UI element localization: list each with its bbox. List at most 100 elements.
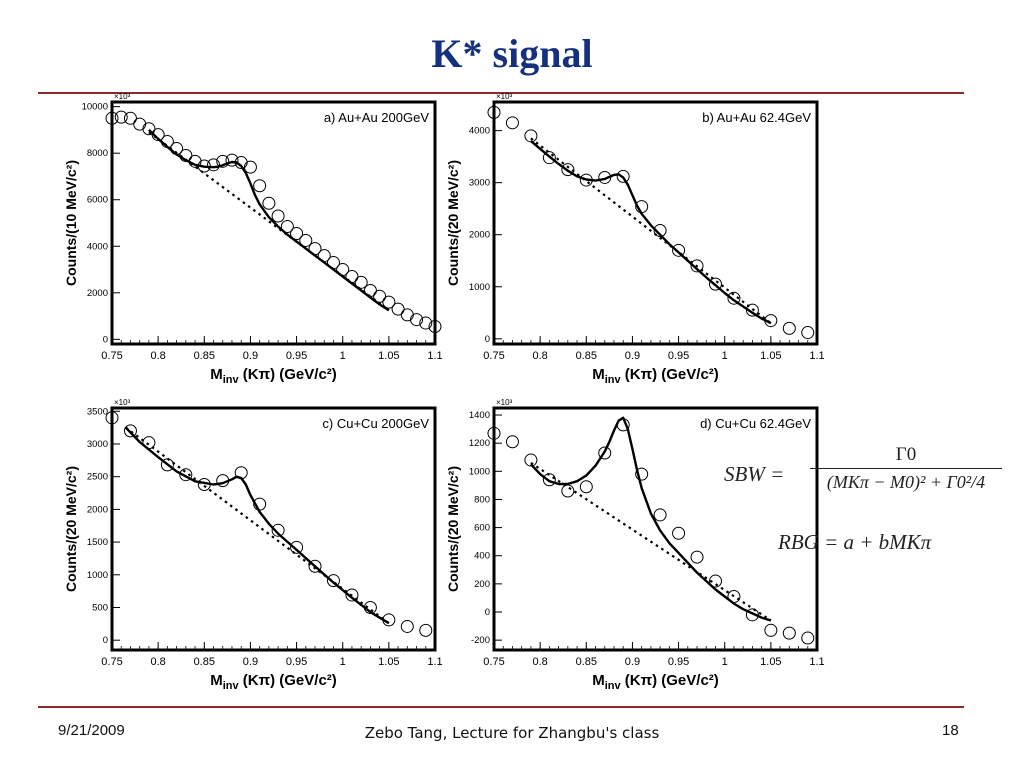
data-point bbox=[524, 129, 538, 143]
data-point bbox=[672, 243, 686, 257]
y-tick-label: -200 bbox=[471, 635, 490, 646]
data-point bbox=[782, 626, 796, 640]
panel-label: c) Cu+Cu 200GeV bbox=[322, 416, 429, 431]
data-point bbox=[133, 117, 147, 131]
data-point bbox=[598, 446, 612, 460]
y-axis-label: Counts/(20 MeV/c²) bbox=[445, 466, 461, 592]
y-tick-label: 0 bbox=[103, 635, 108, 646]
chart-panel-4: 0.75 0.8 0.85 0.9 0.95 1 1.05 1.1 -200 0 200 400 600… bbox=[445, 398, 825, 692]
sbw-fraction: Γ0 (MKπ − M0)² + Γ0²/4 bbox=[806, 444, 1006, 493]
x-tick-label: 0.75 bbox=[483, 656, 504, 668]
y-tick-label: 1200 bbox=[469, 438, 490, 449]
x-tick-label: 0.95 bbox=[286, 350, 307, 362]
data-point bbox=[616, 169, 630, 183]
data-point bbox=[290, 226, 304, 240]
y-exponent-label: ×10³ bbox=[496, 92, 513, 101]
x-tick-label: 1.1 bbox=[427, 656, 442, 668]
y-tick-label: 200 bbox=[474, 579, 490, 590]
x-tick-label: 0.85 bbox=[194, 350, 215, 362]
y-tick-label: 1400 bbox=[469, 410, 490, 421]
data-point bbox=[253, 497, 267, 511]
plot-frame bbox=[110, 406, 437, 652]
x-tick-label: 0.75 bbox=[101, 656, 122, 668]
footer-date: 9/21/2009 bbox=[58, 722, 125, 739]
data-point bbox=[635, 467, 649, 481]
y-exponent-label: ×10³ bbox=[496, 398, 513, 407]
data-point bbox=[801, 326, 815, 340]
data-point bbox=[690, 259, 704, 273]
panel-label: d) Cu+Cu 62.4GeV bbox=[700, 416, 811, 431]
data-point bbox=[197, 478, 211, 492]
data-point bbox=[197, 159, 211, 173]
data-point bbox=[123, 111, 137, 125]
data-point bbox=[308, 559, 322, 573]
x-tick-label: 1.05 bbox=[760, 350, 781, 362]
x-tick-label: 0.8 bbox=[532, 350, 547, 362]
data-point bbox=[363, 283, 377, 297]
y-tick-label: 8000 bbox=[87, 148, 108, 159]
y-tick-label: 4000 bbox=[87, 241, 108, 252]
y-tick-label: 800 bbox=[474, 494, 490, 505]
plot-frame bbox=[492, 100, 819, 346]
data-point bbox=[708, 574, 722, 588]
data-point bbox=[635, 200, 649, 214]
data-point bbox=[271, 209, 285, 223]
plot-frame bbox=[110, 100, 437, 346]
data-point bbox=[354, 275, 368, 289]
chart-panel-3: 0.75 0.8 0.85 0.9 0.95 1 1.05 1.1 0 500 1000 1500 20… bbox=[63, 398, 443, 692]
data-point bbox=[579, 480, 593, 494]
page-number: 18 bbox=[942, 722, 959, 739]
data-point bbox=[280, 219, 294, 233]
data-point bbox=[400, 619, 414, 633]
x-tick-label: 1.05 bbox=[378, 656, 399, 668]
y-tick-label: 3000 bbox=[469, 178, 490, 189]
sbw-denominator: (MKπ − M0)² + Γ0²/4 bbox=[826, 472, 986, 492]
sbw-fraction-bar bbox=[810, 468, 1002, 469]
data-point bbox=[616, 418, 630, 432]
data-point bbox=[727, 590, 741, 604]
y-axis-label: Counts/(20 MeV/c²) bbox=[445, 160, 461, 286]
y-tick-label: 3500 bbox=[87, 406, 108, 417]
y-tick-label: 500 bbox=[92, 602, 108, 613]
y-tick-label: 0 bbox=[485, 334, 490, 345]
data-point bbox=[524, 453, 538, 467]
data-point bbox=[234, 466, 248, 480]
y-tick-label: 3000 bbox=[87, 439, 108, 450]
data-point bbox=[382, 613, 396, 627]
y-tick-label: 2000 bbox=[469, 230, 490, 241]
x-axis-label: Minv (Kπ) (GeV/c²) bbox=[210, 672, 337, 692]
bottom-divider bbox=[38, 706, 964, 708]
plots-canvas: 0.75 0.8 0.85 0.9 0.95 1 1.05 1.102000400060008… bbox=[63, 92, 825, 692]
x-tick-label: 0.9 bbox=[243, 656, 258, 668]
x-tick-label: 0.95 bbox=[286, 656, 307, 668]
x-axis-label: Minv (Kπ) (GeV/c²) bbox=[592, 672, 719, 692]
y-tick-label: 1000 bbox=[469, 466, 490, 477]
x-tick-label: 0.9 bbox=[625, 656, 640, 668]
data-point bbox=[299, 233, 313, 247]
rbg-formula: RBG = a + bMKπ bbox=[778, 530, 932, 554]
data-point bbox=[207, 158, 221, 172]
plot-frame bbox=[492, 406, 819, 652]
y-tick-label: 2000 bbox=[87, 288, 108, 299]
x-tick-label: 0.8 bbox=[150, 350, 165, 362]
data-point bbox=[382, 295, 396, 309]
data-point bbox=[179, 149, 193, 163]
x-tick-label: 0.95 bbox=[668, 656, 689, 668]
x-tick-label: 1.1 bbox=[809, 656, 824, 668]
data-point bbox=[317, 249, 331, 263]
x-tick-label: 1.1 bbox=[809, 350, 824, 362]
x-axis-label: Minv (Kπ) (GeV/c²) bbox=[210, 366, 337, 386]
data-point bbox=[782, 321, 796, 335]
x-tick-label: 0.9 bbox=[625, 350, 640, 362]
slide-title: K* signal bbox=[431, 31, 593, 76]
y-tick-label: 2500 bbox=[87, 472, 108, 483]
x-tick-label: 0.85 bbox=[576, 350, 597, 362]
data-point bbox=[487, 426, 501, 440]
data-point bbox=[170, 142, 184, 156]
y-tick-label: 1500 bbox=[87, 537, 108, 548]
data-point bbox=[764, 314, 778, 328]
data-point bbox=[487, 105, 501, 119]
x-tick-label: 1 bbox=[340, 350, 346, 362]
data-point bbox=[271, 523, 285, 537]
x-tick-label: 1.05 bbox=[760, 656, 781, 668]
